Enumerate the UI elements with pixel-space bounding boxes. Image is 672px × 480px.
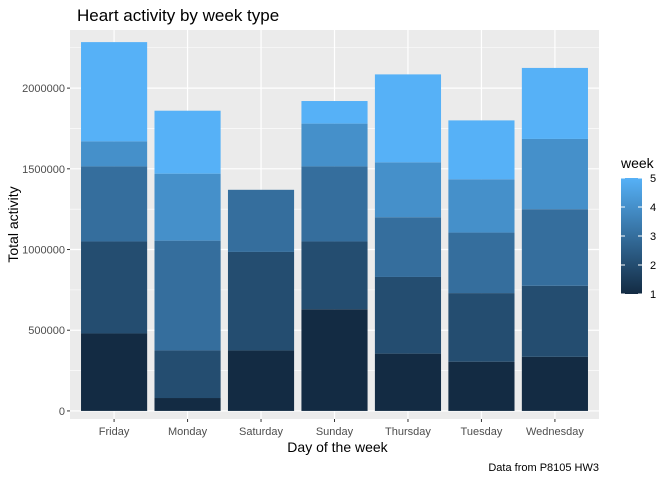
bar-segment: [374, 276, 442, 354]
bar-segment: [301, 123, 368, 167]
bar-segment: [521, 67, 588, 139]
legend-ticks: 1 2 3 4 5: [621, 173, 656, 301]
bar-segment: [301, 101, 368, 124]
bar-segment: [521, 138, 588, 210]
bar-segment: [448, 232, 515, 294]
bar-segment: [154, 173, 221, 241]
bar-segment: [81, 241, 148, 334]
bar-segment: [81, 333, 148, 411]
bar-segment: [374, 162, 442, 218]
bar-segment: [374, 74, 442, 163]
legend-tick-label: 3: [650, 231, 656, 243]
bar-segment: [227, 189, 295, 252]
bar-segment: [301, 241, 368, 310]
bar-segment: [521, 356, 588, 411]
y-tick-label: 1500000: [22, 164, 65, 176]
x-axis: Friday Monday Saturday Sunday Thursday Tuesda…: [99, 419, 584, 438]
bar-segment: [374, 217, 442, 277]
bar-segment: [154, 398, 221, 411]
bar-segment: [448, 361, 515, 411]
x-axis-title: Day of the week: [287, 439, 388, 455]
legend-title: week: [620, 155, 655, 171]
bar-segment: [81, 141, 148, 167]
legend-tick-label: 1: [650, 289, 656, 301]
caption: Data from P8105 HW3: [488, 462, 599, 474]
x-tick-label: Thursday: [385, 426, 431, 438]
y-tick-label: 0: [59, 406, 65, 418]
chart-title: Heart activity by week type: [77, 6, 279, 25]
legend-tick-label: 2: [650, 260, 656, 272]
bar-segment: [301, 166, 368, 242]
y-tick-label: 1000000: [22, 245, 65, 257]
bar-segment: [227, 251, 295, 351]
bars: [81, 42, 588, 411]
bar-segment: [154, 240, 221, 351]
x-tick-label: Sunday: [316, 426, 354, 438]
legend: week 1 2 3 4 5: [620, 155, 656, 301]
bar-segment: [81, 42, 148, 142]
y-tick-label: 500000: [28, 325, 65, 337]
bar-segment: [374, 353, 442, 411]
x-tick-label: Friday: [99, 426, 130, 438]
bar-segment: [227, 350, 295, 411]
bar-segment: [521, 209, 588, 286]
bar-segment: [448, 179, 515, 233]
bar-segment: [448, 293, 515, 362]
legend-tick-label: 5: [650, 173, 656, 185]
x-tick-label: Wednesday: [526, 426, 584, 438]
x-tick-label: Tuesday: [461, 426, 503, 438]
x-tick-label: Saturday: [239, 426, 284, 438]
y-tick-label: 2000000: [22, 83, 65, 95]
bar-segment: [81, 166, 148, 242]
x-tick-label: Monday: [168, 426, 208, 438]
bar-segment: [154, 350, 221, 399]
bar-segment: [154, 110, 221, 174]
bar-segment: [521, 285, 588, 357]
y-axis: 0 500000 1000000 1500000 2000000: [22, 83, 70, 418]
bar-segment: [301, 309, 368, 411]
bar-segment: [448, 120, 515, 180]
y-axis-title: Total activity: [5, 186, 21, 262]
legend-colorbar: [621, 178, 642, 294]
legend-tick-label: 4: [650, 202, 656, 214]
